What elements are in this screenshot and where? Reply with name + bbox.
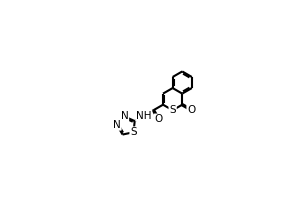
Text: NH: NH <box>136 111 152 121</box>
Text: S: S <box>169 105 176 115</box>
Text: N: N <box>121 111 128 121</box>
Text: N: N <box>113 120 121 130</box>
Text: O: O <box>154 114 163 124</box>
Text: S: S <box>130 127 137 137</box>
Text: O: O <box>187 105 196 115</box>
